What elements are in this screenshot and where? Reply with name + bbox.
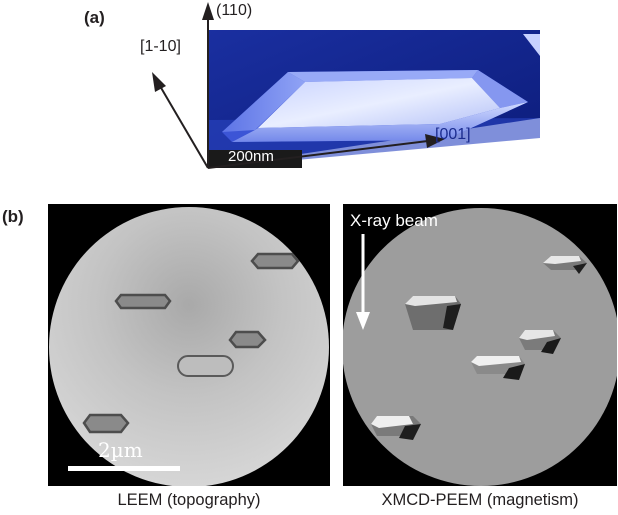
peem-island — [519, 330, 561, 354]
peem-island — [371, 416, 421, 440]
leem-island — [228, 330, 267, 349]
xmcd-peem-caption: XMCD-PEEM (magnetism) — [381, 491, 579, 509]
scale-bar-box — [208, 150, 302, 168]
leem-island — [250, 252, 300, 270]
leem-field-of-view — [49, 207, 329, 486]
xmcd-peem-image — [343, 204, 617, 486]
leem-island — [177, 355, 234, 377]
island-back-facet — [288, 70, 478, 82]
peem-island — [471, 356, 525, 380]
island-front-facet — [232, 102, 528, 142]
leem-image — [48, 204, 330, 486]
island-top-face — [258, 78, 500, 128]
panel-a-afm-image — [152, 2, 540, 169]
leem-island — [114, 293, 172, 310]
peem-island — [405, 296, 461, 330]
scale-bar-2um — [68, 466, 180, 471]
scale-bar-label-2um: 2µm — [98, 438, 143, 462]
xray-beam-arrow — [356, 234, 370, 330]
axis-label-110: (110) — [216, 2, 253, 19]
leem-caption: LEEM (topography) — [117, 491, 261, 509]
axis-label-1-10: [1-10] — [140, 38, 181, 55]
island-right-facet — [472, 70, 528, 108]
peem-field-of-view — [343, 208, 617, 486]
axis-label-001: [001] — [435, 126, 471, 143]
leem-island — [82, 413, 130, 434]
peem-island — [543, 256, 587, 274]
xray-beam-label: X-ray beam — [350, 211, 438, 230]
panel-a-label: (a) — [84, 8, 105, 27]
panel-b-label: (b) — [2, 207, 24, 226]
scale-bar-label-200nm: 200nm — [228, 148, 274, 165]
island-left-facet — [222, 72, 305, 132]
